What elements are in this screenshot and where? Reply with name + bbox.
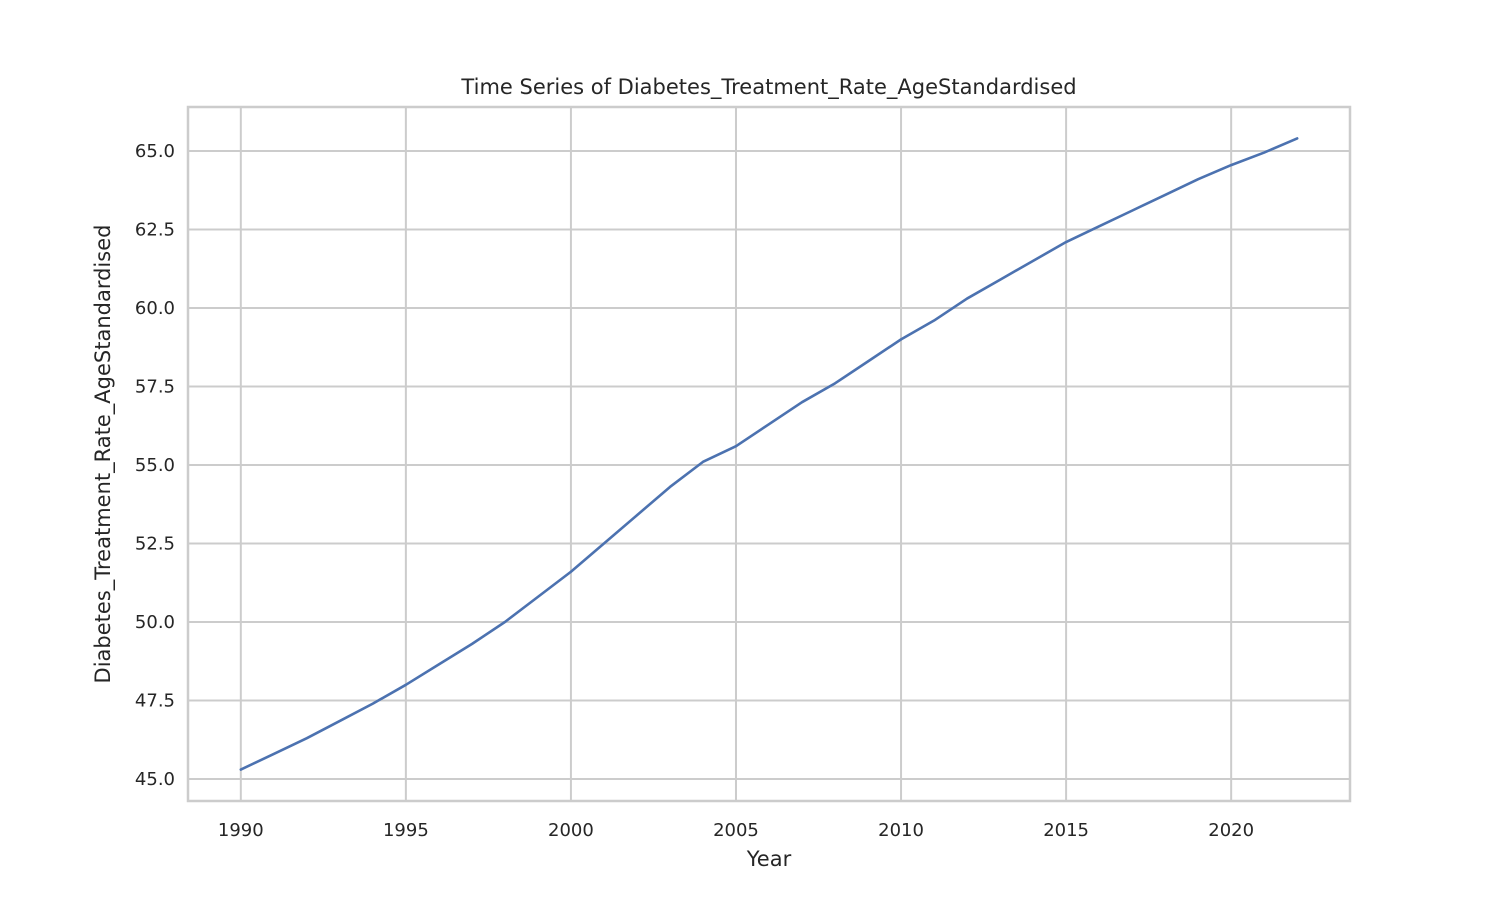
chart-title: Time Series of Diabetes_Treatment_Rate_A… [460,75,1076,100]
y-tick-labels: 45.0 47.5 50.0 52.5 55.0 57.5 60.0 62.5 65.0 [135,141,175,790]
y-tick-label: 55.0 [135,455,175,476]
x-tick-label: 2020 [1208,820,1254,841]
x-tick-label: 2015 [1043,820,1089,841]
y-tick-label: 45.0 [135,769,175,790]
y-tick-label: 50.0 [135,612,175,633]
y-tick-label: 65.0 [135,141,175,162]
plot-frame [186,105,1352,803]
x-tick-label: 1995 [383,820,429,841]
y-tick-label: 62.5 [135,219,175,240]
y-tick-label: 47.5 [135,691,175,712]
y-tick-label: 52.5 [135,533,175,554]
x-tick-label: 2000 [548,820,594,841]
series-line [239,137,1299,771]
y-tick-label: 60.0 [135,298,175,319]
y-tick-label: 57.5 [135,376,175,397]
x-axis-label: Year [746,847,792,871]
x-tick-labels: 1990 1995 2000 2005 2010 2015 2020 [218,820,1254,841]
grid-lines [188,107,1350,801]
x-tick-label: 2010 [878,820,924,841]
y-axis-label: Diabetes_Treatment_Rate_AgeStandardised [91,225,116,684]
series-layer [239,137,1299,771]
x-tick-label: 2005 [713,820,759,841]
x-tick-label: 1990 [218,820,264,841]
